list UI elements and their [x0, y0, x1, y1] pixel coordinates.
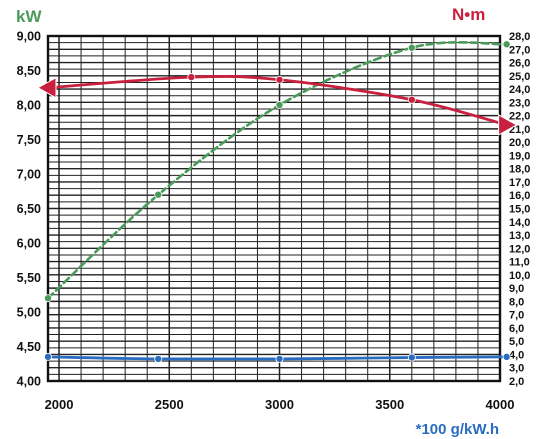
- right-tick-label: 7,0: [509, 310, 524, 322]
- left-tick-label: 5,50: [17, 271, 41, 285]
- right-tick-label: 15,0: [509, 204, 530, 216]
- left-tick-label: 6,00: [17, 237, 41, 251]
- series-point: [276, 355, 283, 362]
- right-tick-label: 6,0: [509, 323, 524, 335]
- series-point: [408, 354, 415, 361]
- left-tick-label: 4,50: [17, 340, 41, 354]
- right-tick-label: 13,0: [509, 230, 530, 242]
- x-tick-label: 4000: [486, 397, 515, 412]
- series-point: [276, 101, 283, 108]
- right-tick-label: 5,0: [509, 336, 524, 348]
- right-tick-label: 8,0: [509, 296, 524, 308]
- right-tick-label: 25,0: [509, 71, 530, 83]
- right-tick-label: 2,0: [509, 376, 524, 388]
- left-axis-ticks: 9,00 8,50 8,00 7,50 7,00 6,50 6,00 5,50 5,00 4,50…: [17, 30, 41, 389]
- right-axis-ticks: 28,027,026,025,024,023,022,021,020,019,0…: [509, 31, 530, 388]
- left-tick-label: 4,00: [17, 375, 41, 389]
- series-point: [503, 41, 510, 48]
- x-axis-ticks: 2000 2500 3000 3500 4000: [45, 397, 515, 412]
- right-tick-label: 3,0: [509, 363, 524, 375]
- series-point: [276, 76, 283, 83]
- right-tick-label: 23,0: [509, 97, 530, 109]
- x-tick-label: 2500: [155, 397, 184, 412]
- right-tick-label: 10,0: [509, 270, 530, 282]
- right-tick-label: 20,0: [509, 137, 530, 149]
- right-tick-label: 18,0: [509, 164, 530, 176]
- series-point: [408, 44, 415, 51]
- right-tick-label: 11,0: [509, 257, 530, 269]
- left-tick-label: 8,00: [17, 99, 41, 113]
- left-tick-label: 6,50: [17, 202, 41, 216]
- series-point: [408, 96, 415, 103]
- right-tick-label: 26,0: [509, 58, 530, 70]
- series-point: [155, 191, 162, 198]
- left-tick-label: 8,50: [17, 64, 41, 78]
- right-tick-label: 14,0: [509, 217, 530, 229]
- left-tick-label: 7,50: [17, 133, 41, 147]
- left-tick-label: 5,00: [17, 306, 41, 320]
- footnote: *100 g/kW.h: [416, 421, 499, 438]
- series-point: [188, 74, 195, 81]
- series-point: [155, 355, 162, 362]
- right-tick-label: 12,0: [509, 243, 530, 255]
- series-point: [503, 353, 510, 360]
- series-point: [44, 353, 51, 360]
- series-point: [44, 295, 51, 302]
- right-tick-label: 16,0: [509, 190, 530, 202]
- right-tick-label: 19,0: [509, 150, 530, 162]
- grid: [48, 36, 500, 381]
- series-line: [48, 76, 507, 125]
- x-tick-label: 3000: [265, 397, 294, 412]
- left-tick-label: 7,00: [17, 168, 41, 182]
- left-tick-label: 9,00: [17, 30, 41, 44]
- right-axis-label: N•m: [452, 5, 485, 24]
- x-tick-label: 3500: [375, 397, 404, 412]
- x-tick-label: 2000: [45, 397, 74, 412]
- right-tick-label: 9,0: [509, 283, 524, 295]
- right-tick-label: 27,0: [509, 44, 530, 56]
- right-tick-label: 17,0: [509, 177, 530, 189]
- left-axis-label: kW: [16, 7, 42, 26]
- right-tick-label: 28,0: [509, 31, 530, 43]
- right-tick-label: 24,0: [509, 84, 530, 96]
- right-tick-label: 22,0: [509, 111, 530, 123]
- right-tick-label: 4,0: [509, 349, 524, 361]
